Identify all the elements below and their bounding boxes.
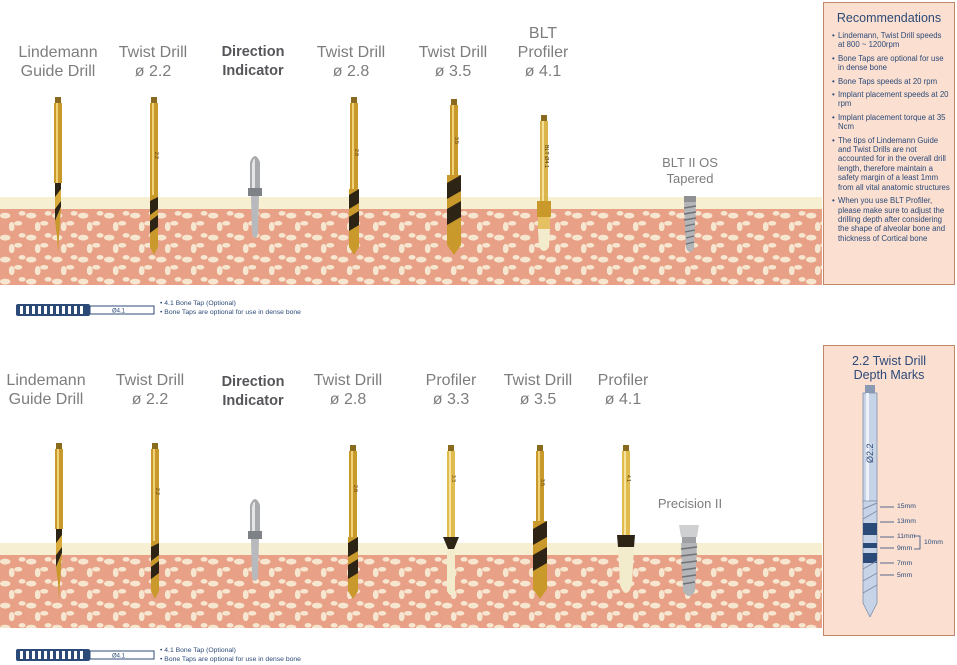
label-direction-indicator-bottom: Direction Indicator [221,374,285,409]
blt-profiler-top: BLT Ø4.1 [537,115,551,251]
depth-mark-13mm: 13mm [897,518,916,525]
bone-tap-note-bottom: • 4.1 Bone Tap (Optional) • Bone Taps ar… [160,647,301,663]
depth-marks-drill: Ø2.2 [862,385,878,617]
label-twist-3-5-bottom: Twist Drill ø 3.5 [503,372,573,408]
profiler-shaft-text: BLT Ø4.1 [543,145,549,168]
twist-drill-3-5-bottom: 3.5 [533,445,547,599]
recommendation-item: Implant placement torque at 35 Ncm [832,113,950,132]
depth-mark-11mm: 11mm [897,533,916,540]
blt-implant [683,196,697,252]
label-twist-2-2-bottom: Twist Drill ø 2.2 [115,372,185,408]
depth-bracket-label: 10mm [924,539,943,546]
depth-mark-5mm: 5mm [897,572,913,579]
label-precision-implant: Precision II [657,496,723,511]
label-twist-2-8-top: Twist Drill ø 2.8 [316,44,386,80]
depth-marks-title: 2.2 Twist Drill Depth Marks [851,354,927,382]
twist-drill-2-2-top: 2.2 [150,97,159,255]
recommendation-item: Implant placement speeds at 20 rpm [832,90,950,109]
depth-mark-9mm: 9mm [897,545,913,552]
twist-drill-2-8-top: 2.8 [349,97,359,255]
bone-tap-shaft-text-bottom: Ø4.1 [112,654,126,660]
shaft-text-2-8: 2.8 [353,149,359,156]
label-blt-profiler-top: BLT Profiler ø 4.1 [517,25,569,80]
shaft-text-3-5: 3.5 [453,137,459,144]
shaft-text-2-8-bottom: 2.8 [352,485,358,492]
label-lindemann-bottom: Lindemann Guide Drill [6,372,86,408]
depth-marks-panel: 2.2 Twist Drill Depth Marks [823,345,955,636]
shaft-text-2-2-bottom: 2.2 [154,488,160,495]
depth-mark-15mm: 15mm [897,503,916,510]
lindemann-guide-drill-bottom [55,443,63,599]
bone-tap-shaft-text-top: Ø4.1 [112,309,126,315]
label-twist-2-2-top: Twist Drill ø 2.2 [118,44,188,80]
recommendation-item: Bone Taps are optional for use in dense … [832,54,950,73]
soft-tissue-band-top [0,197,822,209]
profiler-4-1-bottom: 4.1 [617,445,635,593]
depth-mark-ticks [880,506,894,576]
depth-drill-shaft-text: Ø2.2 [865,443,875,463]
lindemann-guide-drill-top [54,97,62,253]
recommendation-item: The tips of Lindemann Guide and Twist Dr… [832,136,950,192]
profiler-3-3-bottom: 3.3 [443,445,459,595]
shaft-text-4-1-bottom: 4.1 [625,475,631,482]
depth-mark-7mm: 7mm [897,560,913,567]
twist-drill-2-2-bottom: 2.2 [151,443,160,599]
label-profiler-4-1-bottom: Profiler ø 4.1 [597,372,649,408]
label-twist-3-5-top: Twist Drill ø 3.5 [418,44,488,80]
direction-indicator-top [248,156,262,238]
label-blt-implant: BLT II OS Tapered [662,155,718,186]
recommendation-item: Bone Taps speeds at 20 rpm [832,77,950,87]
bone-tap-top: Ø4.1 [16,304,155,316]
shaft-text-3-5-bottom: 3.5 [539,479,545,486]
shaft-text-2-2: 2.2 [153,152,159,159]
bone-tap-note-top: • 4.1 Bone Tap (Optional) • Bone Taps ar… [160,300,301,316]
precision-implant [679,525,699,596]
direction-indicator-bottom [248,499,262,581]
label-twist-2-8-bottom: Twist Drill ø 2.8 [313,372,383,408]
label-lindemann-top: Lindemann Guide Drill [18,44,98,80]
twist-drill-2-8-bottom: 2.8 [348,445,358,599]
soft-tissue-band-bottom [0,543,822,555]
twist-drill-3-5-top: 3.5 [447,99,461,255]
depth-bracket [914,535,921,550]
recommendations-title: Recommendations [836,11,942,25]
bone-band-top [0,209,822,285]
recommendation-item: Lindemann, Twist Drill speeds at 800 ~ 1… [832,31,950,50]
shaft-text-3-3-bottom: 3.3 [450,475,456,482]
recommendation-item: When you use BLT Profiler, please make s… [832,196,950,243]
bone-tap-bottom: Ø4.1 [16,649,155,661]
recommendations-panel: Recommendations Lindemann, Twist Drill s… [823,2,955,285]
label-profiler-3-3-bottom: Profiler ø 3.3 [425,372,477,408]
label-direction-indicator-top: Direction Indicator [221,44,285,79]
